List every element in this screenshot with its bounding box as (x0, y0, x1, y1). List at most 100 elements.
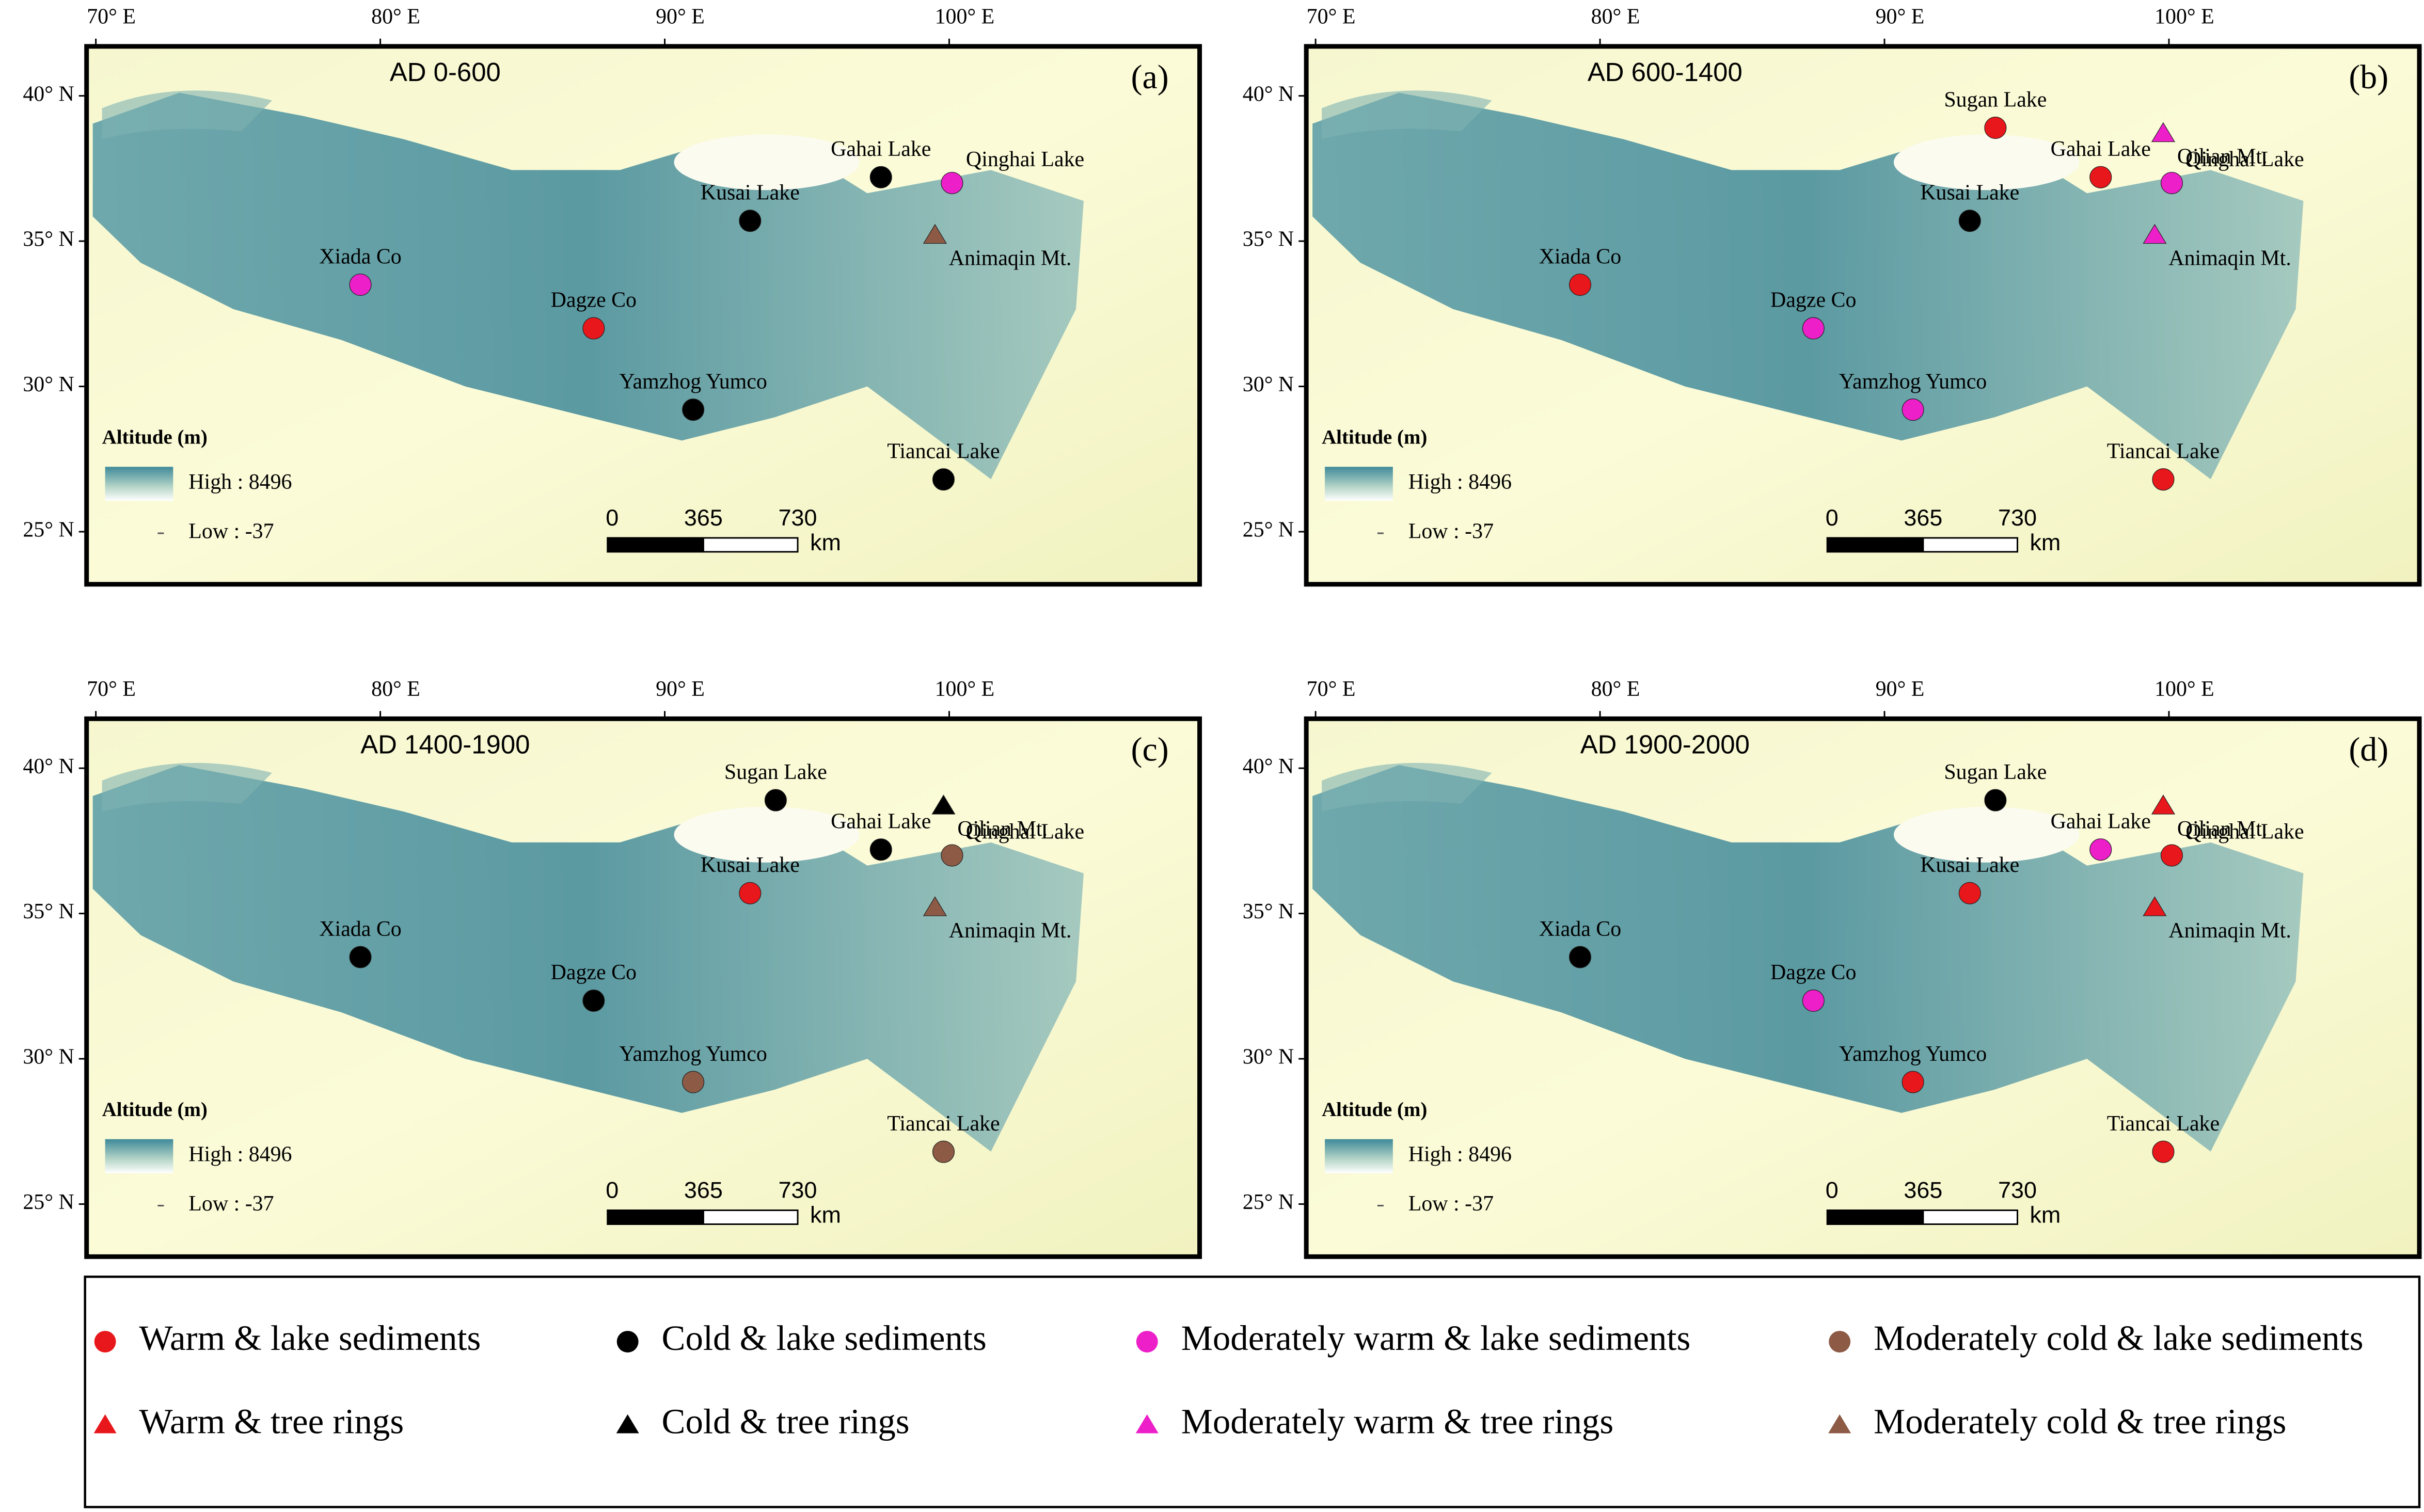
site-marker (682, 1071, 705, 1093)
terrain (86, 719, 1200, 1257)
altitude-ramp (105, 467, 173, 501)
site-marker (932, 468, 955, 491)
site-label: Gahai Lake (831, 137, 931, 161)
lat-tick-label: 30° N (23, 1045, 74, 1069)
site-marker (1902, 399, 1924, 421)
scale-label: 365 (1904, 1176, 1942, 1203)
site-marker (349, 273, 372, 296)
site-marker (2160, 844, 2183, 867)
site-label: Sugan Lake (1944, 760, 2047, 784)
lon-tick-label: 70° E (1307, 677, 1356, 701)
site-marker (1802, 989, 1825, 1012)
site-marker (923, 224, 947, 244)
site-label: Dagze Co (551, 961, 637, 984)
lon-tick-label: 80° E (371, 5, 420, 29)
map-body (86, 46, 1200, 584)
lat-tick-label: 30° N (1243, 373, 1294, 396)
site-label: Tiancai Lake (887, 1112, 1000, 1136)
site-label: Animaqin Mt. (949, 246, 1071, 270)
site-label: Qinghai Lake (2185, 820, 2304, 844)
lat-tick-label: 35° N (1243, 900, 1294, 924)
panel-letter: (c) (1131, 730, 1169, 768)
scale-bar-white (1922, 537, 2019, 553)
site-label: Qinghai Lake (966, 148, 1084, 171)
site-marker (582, 989, 605, 1012)
scale-bar-white (1922, 1209, 2019, 1225)
altitude-title: Altitude (m) (1322, 426, 1427, 448)
site-marker (941, 171, 963, 195)
site-marker (941, 844, 963, 867)
lon-tick-label: 90° E (656, 5, 705, 29)
site-label: Yamzhog Yumco (1839, 1042, 1987, 1066)
site-marker (2151, 794, 2175, 815)
site-label: Qilian Mt. (2177, 145, 2268, 168)
site-label: Qilian Mt. (957, 817, 1048, 841)
lat-tick-label: 35° N (23, 900, 74, 924)
site-label: Kusai Lake (1920, 181, 2019, 204)
lon-tick-label: 100° E (935, 5, 995, 29)
site-marker (1569, 273, 1592, 296)
scale-bar-black (607, 1209, 704, 1225)
site-marker (2143, 896, 2167, 916)
site-marker (2152, 468, 2175, 491)
legend-label: Moderately cold & lake sediments (1874, 1318, 2363, 1358)
site-marker (2143, 224, 2167, 244)
legend-label: Cold & tree rings (662, 1402, 910, 1441)
site-marker (932, 1140, 955, 1163)
altitude-ramp (105, 1139, 173, 1173)
site-marker (2152, 1140, 2175, 1163)
legend-label: Moderately warm & tree rings (1181, 1402, 1614, 1441)
site-marker (1984, 117, 2007, 139)
site-label: Sugan Lake (1944, 88, 2047, 112)
lon-tick-label: 100° E (935, 677, 995, 701)
altitude-title: Altitude (m) (102, 426, 208, 448)
lon-tick-label: 70° E (87, 5, 136, 29)
scale-bar-white (702, 1209, 799, 1225)
site-marker (94, 1331, 116, 1352)
scale-label: 0 (606, 1176, 619, 1203)
site-marker (1136, 1331, 1158, 1352)
map-panel: 70° E 80° E 90° E 100° E 40° N 35° N 30° N 25° … (23, 5, 1202, 587)
lat-tick-label: 25° N (1243, 1190, 1294, 1214)
map-panel: 70° E 80° E 90° E 100° E 40° N 35° N 30° N 25° … (1243, 677, 2422, 1259)
legend-label: Moderately warm & lake sediments (1181, 1318, 1691, 1358)
map-body (86, 719, 1200, 1257)
site-marker (93, 1414, 117, 1434)
lon-tick-label: 80° E (371, 677, 420, 701)
altitude-ramp (1325, 467, 1393, 501)
site-label: Xiada Co (319, 917, 401, 941)
site-marker (616, 1414, 639, 1434)
site-marker (2089, 166, 2112, 188)
panel-letter: (b) (2349, 58, 2388, 96)
site-marker (582, 317, 605, 340)
site-label: Gahai Lake (831, 809, 931, 833)
site-label: Tiancai Lake (2107, 439, 2220, 463)
lat-tick-label: 30° N (1243, 1045, 1294, 1069)
site-marker (1984, 789, 2007, 811)
scale-label: 730 (779, 504, 817, 531)
site-label: Animaqin Mt. (949, 919, 1071, 943)
scale-label: 730 (779, 1176, 817, 1203)
lon-tick-label: 90° E (1876, 677, 1925, 701)
lat-tick-label: 40° N (23, 755, 74, 778)
map-panel: 70° E 80° E 90° E 100° E 40° N 35° N 30° N 25° … (1243, 5, 2422, 587)
lon-tick-label: 70° E (87, 677, 136, 701)
scale-label: 0 (1826, 504, 1839, 531)
terrain (1306, 719, 2420, 1257)
site-label: Qilian Mt. (2177, 817, 2268, 841)
site-marker (2089, 838, 2112, 861)
scale-label: 365 (684, 1176, 723, 1203)
panel-title: AD 1400-1900 (360, 730, 530, 759)
site-label: Tiancai Lake (2107, 1112, 2220, 1136)
legend-label: Warm & lake sediments (139, 1318, 481, 1358)
site-marker (1902, 1071, 1924, 1093)
legend-box (84, 1276, 2421, 1508)
map-frame (84, 44, 1202, 587)
site-marker (869, 166, 892, 188)
site-marker (923, 896, 947, 916)
altitude-title: Altitude (m) (102, 1099, 208, 1121)
scale-unit: km (810, 529, 841, 555)
site-marker (764, 789, 787, 811)
